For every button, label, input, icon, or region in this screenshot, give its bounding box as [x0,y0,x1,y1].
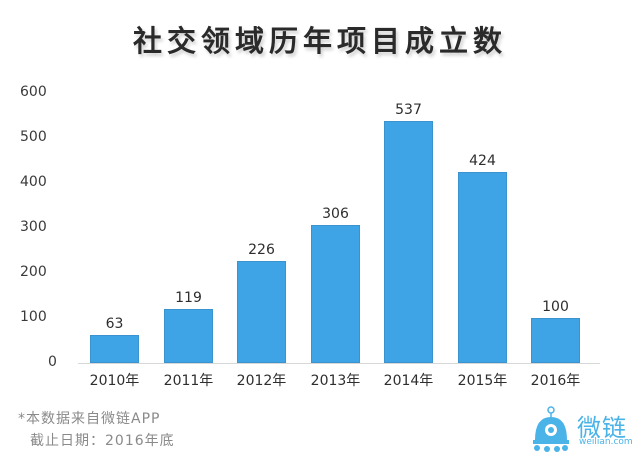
x-tick-label: 2011年 [163,373,214,389]
bar-5 [458,172,507,363]
x-tick-label: 2016年 [530,373,581,389]
weilian-logo: 微链 weilian.com [527,404,637,456]
y-tick-600: 600 [20,84,47,100]
bar-0 [90,335,139,363]
x-tick-label: 2015年 [457,373,508,389]
y-tick-200: 200 [20,264,47,280]
y-tick-100: 100 [20,309,47,325]
x-tick-label: 2014年 [383,373,434,389]
y-tick-0: 0 [48,354,57,370]
x-tick-label: 2013年 [310,373,361,389]
y-tick-400: 400 [20,174,47,190]
bar-1 [164,309,213,363]
bar-4 [384,121,433,363]
x-axis-line [78,363,600,364]
octopus-mascot-icon [533,406,569,452]
bar-value-label: 226 [248,242,275,258]
y-tick-500: 500 [20,129,47,145]
logo-name: 微链 [577,414,627,442]
bar-value-label: 306 [322,206,349,222]
data-source-note: *本数据来自微链APP [18,411,161,427]
y-tick-300: 300 [20,219,47,235]
x-tick-label: 2010年 [89,373,140,389]
logo-url: weilian.com [579,437,633,447]
cutoff-date-note: 截止日期：2016年底 [30,433,175,449]
bar-value-label: 63 [105,316,124,332]
bar-3 [311,225,360,363]
x-tick-label: 2012年 [236,373,287,389]
bar-value-label: 119 [175,290,202,306]
bar-value-label: 100 [542,299,569,315]
bar-2 [237,261,286,363]
bar-value-label: 537 [395,102,422,118]
chart-title: 社交领域历年项目成立数 [132,24,507,58]
bar-value-label: 424 [469,153,496,169]
bar-6 [531,318,580,363]
